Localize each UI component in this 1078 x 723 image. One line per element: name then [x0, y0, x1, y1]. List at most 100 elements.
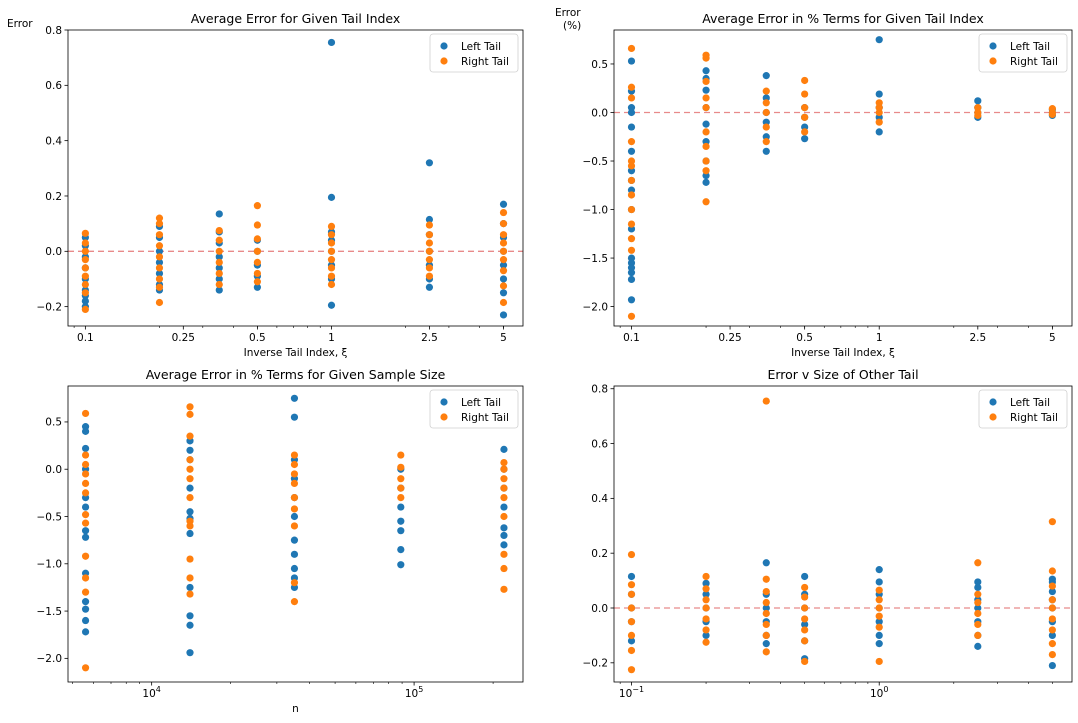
data-point — [81, 605, 90, 613]
data-point — [215, 258, 223, 266]
data-point — [875, 623, 883, 631]
data-point — [702, 638, 710, 646]
data-point — [1048, 626, 1056, 634]
data-point — [81, 533, 90, 541]
series-left-tail — [81, 394, 508, 657]
data-point — [290, 522, 299, 530]
data-point — [762, 640, 770, 648]
data-point — [762, 648, 770, 656]
data-point — [702, 77, 710, 86]
data-point — [627, 94, 636, 102]
legend-box — [429, 389, 519, 429]
data-point — [397, 546, 405, 554]
data-point — [974, 604, 982, 612]
data-point — [500, 550, 508, 558]
data-point — [253, 235, 261, 243]
data-point — [762, 598, 770, 607]
data-point — [425, 231, 434, 239]
data-point — [875, 118, 883, 126]
legend-marker — [440, 413, 448, 421]
y-tick-label: 0.8 — [45, 25, 62, 37]
data-point — [499, 261, 508, 269]
data-point — [81, 489, 90, 497]
x-axis-label: Inverse Tail Index, ξ — [791, 347, 895, 359]
data-point — [186, 508, 194, 516]
y-axis-label: Error — [7, 18, 33, 30]
data-point — [974, 642, 982, 650]
data-point — [702, 54, 710, 62]
data-point — [155, 247, 164, 255]
data-point — [1048, 518, 1056, 526]
data-point — [500, 503, 508, 511]
x-tick-label: 5 — [500, 332, 507, 344]
data-point — [290, 579, 299, 587]
data-point — [627, 44, 636, 53]
data-point — [762, 147, 770, 155]
data-point — [290, 564, 299, 573]
data-point — [81, 239, 89, 247]
data-point — [627, 246, 636, 254]
data-point — [627, 235, 636, 243]
x-tick-label: 1 — [328, 332, 335, 344]
data-point — [81, 503, 90, 511]
data-point — [425, 221, 434, 229]
data-point — [215, 247, 223, 255]
data-point — [627, 312, 636, 320]
series-right-tail — [627, 397, 1056, 674]
data-point — [702, 585, 710, 593]
axes-frame — [613, 385, 1073, 683]
data-point — [1048, 567, 1056, 575]
data-point — [875, 586, 883, 594]
legend-label: Left Tail — [461, 397, 501, 409]
data-point — [500, 493, 508, 502]
data-point — [81, 460, 90, 469]
data-point — [627, 269, 636, 277]
legend-box — [429, 33, 519, 73]
y-tick-label: 0.0 — [45, 246, 62, 258]
data-point — [702, 198, 710, 206]
data-point — [801, 135, 809, 143]
data-point — [499, 208, 508, 217]
data-point — [1048, 615, 1056, 623]
legend-label: Right Tail — [461, 412, 509, 424]
data-point — [702, 572, 710, 581]
data-point — [215, 236, 223, 244]
y-tick-label: −2.0 — [37, 653, 63, 665]
legend-marker — [440, 42, 448, 50]
data-point — [327, 264, 336, 272]
data-point — [81, 527, 90, 535]
data-point — [499, 239, 508, 247]
data-point — [290, 479, 299, 488]
data-point — [627, 590, 636, 598]
data-point — [627, 57, 636, 65]
data-point — [500, 512, 508, 521]
data-point — [81, 280, 89, 289]
y-tick-label: 0.2 — [591, 548, 608, 560]
data-point — [215, 264, 223, 272]
data-point — [627, 666, 636, 674]
y-tick-label: 0.6 — [45, 80, 62, 92]
data-point — [801, 604, 809, 612]
chart-title: Error v Size of Other Tail — [767, 367, 918, 382]
data-point — [702, 157, 710, 165]
series-right-tail — [81, 403, 508, 672]
x-tick-label: 104 — [142, 685, 160, 700]
data-point — [186, 484, 194, 492]
legend-marker — [989, 398, 997, 406]
data-point — [702, 596, 710, 604]
x-tick-label: 0.5 — [249, 332, 266, 344]
data-point — [155, 258, 164, 266]
data-point — [974, 590, 982, 598]
x-tick-label: 0.25 — [718, 332, 741, 344]
y-tick-label: 0.5 — [45, 417, 62, 429]
data-point — [500, 445, 508, 453]
data-point — [627, 646, 636, 655]
subplot-3: Average Error in % Terms for Given Sampl… — [37, 367, 524, 715]
data-point — [290, 460, 299, 469]
data-point — [327, 280, 336, 289]
data-point — [81, 519, 90, 527]
axes-frame — [613, 29, 1073, 327]
data-point — [627, 191, 636, 199]
data-point — [702, 579, 710, 587]
